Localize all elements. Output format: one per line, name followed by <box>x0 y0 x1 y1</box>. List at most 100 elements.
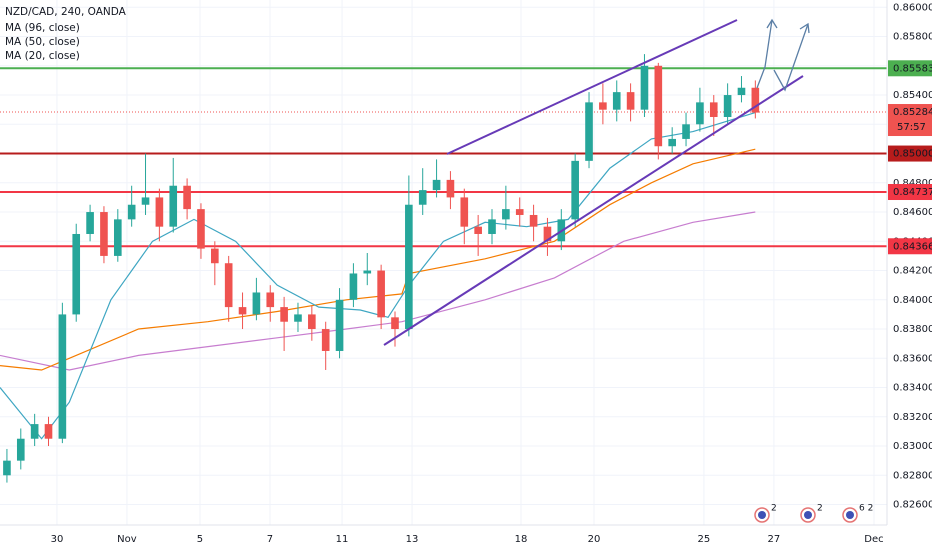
arrow-head <box>799 22 810 34</box>
candle-body <box>86 212 94 234</box>
x-tick-label: 7 <box>267 534 273 545</box>
candle-body <box>654 65 663 147</box>
arrows <box>756 18 810 92</box>
candle-body <box>252 292 261 315</box>
x-tick-label: Dec <box>864 534 883 545</box>
y-tick-label: 0.82600 <box>893 500 932 511</box>
candle-body <box>543 226 552 242</box>
candle-body <box>280 307 288 322</box>
y-tick-label: 0.85800 <box>893 32 932 43</box>
candle-body <box>488 219 496 234</box>
ma-line <box>0 148 756 371</box>
candle-body <box>682 124 690 139</box>
axis-layer: 0.82600 0.82800 0.83000 0.83200 0.83400 0.836… <box>51 2 932 545</box>
legend-entry: MA (50, close) <box>5 36 80 48</box>
candle-body <box>321 329 330 351</box>
x-tick-label: 27 <box>768 534 781 545</box>
event-icon-inner <box>804 511 812 519</box>
candle-body <box>668 138 676 147</box>
candle-body <box>709 102 718 117</box>
candle-body <box>3 460 11 476</box>
x-tick-label: 30 <box>51 534 64 545</box>
candle-body <box>44 424 53 439</box>
candle-body <box>16 438 25 461</box>
candle-body <box>308 314 316 330</box>
plot-area <box>0 0 887 525</box>
candle-body <box>72 233 81 315</box>
event-count: 2 <box>817 504 823 514</box>
event-count: 2 <box>771 504 777 514</box>
candle-body <box>127 204 136 220</box>
channel-bottom <box>383 75 804 346</box>
legend: MA (96, close) MA (50, close) MA (20, clos… <box>5 22 80 62</box>
x-tick-label: 13 <box>406 534 419 545</box>
candle-body <box>418 190 427 205</box>
y-tick-label: 0.84000 <box>893 295 932 306</box>
candle-body <box>58 314 67 439</box>
candle-body <box>169 185 178 227</box>
price-axis <box>887 0 932 550</box>
candle-body <box>626 92 635 110</box>
candle-body <box>266 292 275 308</box>
channel-top <box>446 19 738 155</box>
arrow-head <box>766 18 778 29</box>
y-tick-label: 0.86000 <box>893 2 932 13</box>
y-tick-label: 0.83200 <box>893 412 932 423</box>
level-label-box <box>888 60 932 77</box>
x-tick-label: 25 <box>698 534 711 545</box>
level-label: 0.85583 <box>893 63 932 74</box>
candle-body <box>571 160 579 220</box>
y-tick-label: 0.84200 <box>893 266 932 277</box>
candle-body <box>294 314 302 322</box>
y-tick-label: 0.83600 <box>893 353 932 364</box>
candle-body <box>474 226 482 234</box>
x-tick-label: 18 <box>515 534 528 545</box>
last-price-label: 0.85284 <box>893 107 932 118</box>
candle-body <box>377 270 385 318</box>
candle-body <box>211 248 219 264</box>
candle-body <box>599 102 607 110</box>
y-tick-label: 0.83000 <box>893 441 932 452</box>
arrow-path <box>773 23 809 92</box>
candle-body <box>335 299 344 351</box>
candle-body <box>141 197 150 205</box>
event-icon-inner <box>758 511 766 519</box>
candle-body <box>585 102 593 161</box>
candle-body <box>723 95 732 117</box>
candle-body <box>529 214 538 227</box>
candle-body <box>751 87 760 113</box>
candle-body <box>224 263 233 308</box>
candle-body <box>515 209 524 215</box>
candle-body <box>612 92 621 110</box>
candle-body <box>100 212 108 256</box>
level-label: 0.84737 <box>893 187 932 198</box>
level-label-box <box>888 184 932 201</box>
ma-line <box>0 112 756 440</box>
candle-body <box>238 307 247 315</box>
y-tick-label: 0.82800 <box>893 470 932 481</box>
legend-title: NZD/CAD, 240, OANDA <box>5 6 127 18</box>
y-tick-label: 0.84600 <box>893 207 932 218</box>
level-label: 0.85000 <box>893 149 932 160</box>
ma-line <box>0 211 756 371</box>
last-price-box <box>888 104 932 137</box>
candle-body <box>197 209 205 249</box>
candle-body <box>737 87 746 96</box>
legend-entry: MA (20, close) <box>5 50 80 62</box>
y-tick-label: 0.83800 <box>893 324 932 335</box>
candle-body <box>696 102 704 125</box>
candle-body <box>640 65 649 110</box>
event-count: 6 2 <box>859 504 873 514</box>
candle-body <box>391 317 399 330</box>
arrow-path <box>756 19 773 89</box>
candle-body <box>183 185 191 210</box>
x-tick-label: Nov <box>117 534 137 545</box>
candle-body <box>460 197 469 227</box>
level-label-box <box>888 145 932 162</box>
legend-entry: MA (96, close) <box>5 22 80 34</box>
candle-body <box>349 273 358 300</box>
x-tick-label: 5 <box>197 534 203 545</box>
candle-body <box>405 204 413 330</box>
candle-body <box>446 179 455 198</box>
candle-body <box>155 197 164 227</box>
